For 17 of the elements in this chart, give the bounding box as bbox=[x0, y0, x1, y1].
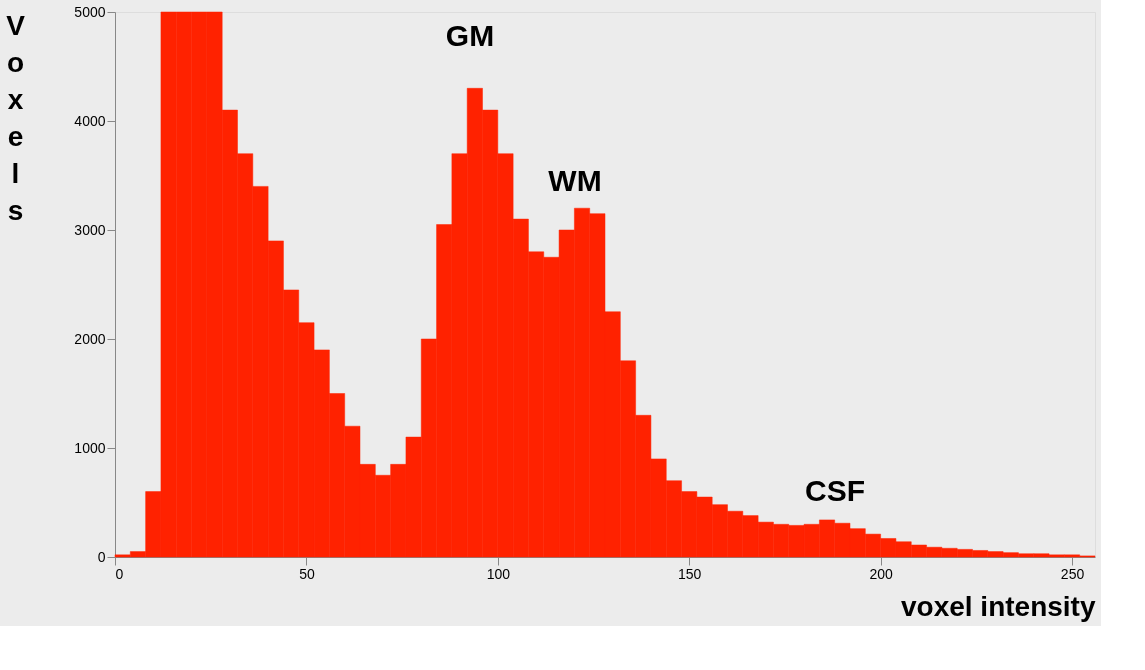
x-tick-label: 100 bbox=[486, 565, 511, 582]
x-tick-label: 150 bbox=[678, 565, 702, 582]
y-tick-label: 3000 bbox=[74, 221, 106, 238]
x-tick-label: 250 bbox=[1060, 565, 1085, 582]
annotation: GM bbox=[445, 19, 495, 52]
y-tick-label: 5000 bbox=[74, 3, 106, 20]
y-tick-label: 1000 bbox=[74, 439, 106, 456]
y-tick-label: 4000 bbox=[74, 112, 106, 129]
x-axis-title: voxel intensity bbox=[900, 590, 1096, 622]
annotation: WM bbox=[548, 164, 602, 197]
annotation: CSF bbox=[805, 474, 865, 507]
y-axis-title: Voxels bbox=[6, 9, 26, 226]
x-tick-label: 50 bbox=[299, 565, 315, 582]
x-tick-label: 0 bbox=[115, 565, 124, 582]
y-tick-label: 2000 bbox=[74, 330, 106, 347]
x-tick-label: 200 bbox=[869, 565, 894, 582]
y-tick-label: 0 bbox=[97, 548, 106, 565]
